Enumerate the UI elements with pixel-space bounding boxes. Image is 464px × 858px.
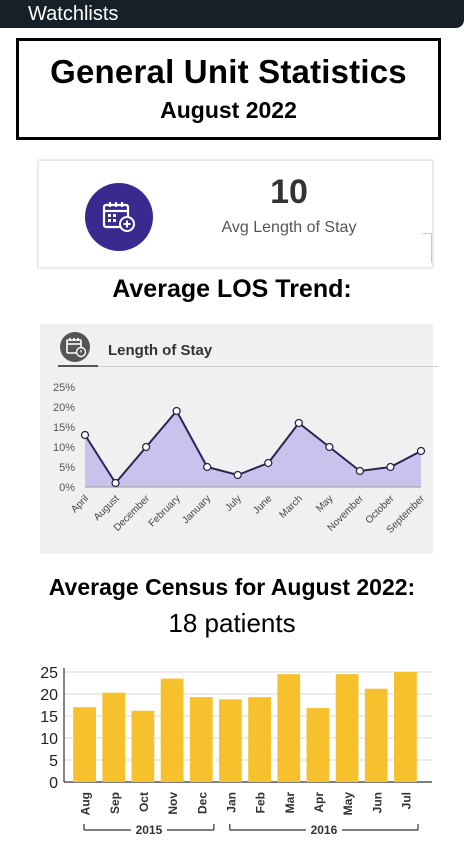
report-period: August 2022 [160, 97, 297, 123]
los-y-tick-label: 25% [53, 382, 75, 394]
los-data-point [325, 442, 334, 452]
census-bar [364, 688, 388, 782]
census-bar [102, 692, 126, 782]
los-chart-card: Length of Stay 0% 5% 10% 15% 20% 25% April Augu… [40, 324, 438, 554]
census-bar [335, 674, 359, 782]
los-y-tick-label: 10% [53, 442, 75, 454]
bar-y-tick-label: 10 [40, 731, 58, 748]
census-bar-chart: 0 5 10 15 20 25 Aug Sep Oct Nov Dec Jan Feb Mar Apr May… [40, 665, 432, 837]
calendar-clock-icon [60, 332, 90, 362]
census-bar [189, 697, 213, 782]
los-trend-chart: 0%5%10%15%20%25%April AugustDecemberFebru… [53, 382, 428, 536]
census-value: 18 patients [168, 608, 296, 638]
los-x-tick-label: August [92, 493, 122, 523]
los-data-point [203, 462, 212, 472]
los-title-divider [98, 366, 438, 367]
los-x-tick-label: April [69, 493, 91, 515]
census-bar [306, 708, 330, 782]
census-bar [277, 674, 301, 782]
los-data-point [172, 406, 181, 416]
los-data-point [416, 446, 426, 456]
bar-x-tick-label: May [341, 792, 355, 816]
bar-x-tick-label: Oct [137, 792, 151, 812]
los-x-tick-label: June [251, 493, 274, 516]
los-data-point [264, 458, 273, 468]
bar-y-tick-label: 25 [40, 665, 58, 682]
trend-heading: Average LOS Trend: [112, 275, 352, 303]
los-data-point [233, 470, 242, 480]
bar-y-tick-label: 5 [49, 753, 58, 770]
los-data-point [355, 466, 365, 476]
stat-label: Avg Length of Stay [221, 219, 357, 236]
census-bar [219, 699, 242, 782]
census-bar [73, 707, 96, 782]
report-title: General Unit Statistics [50, 53, 407, 90]
los-data-point [111, 478, 120, 488]
bar-x-tick-label: Dec [195, 792, 209, 814]
bar-x-tick-label: Mar [283, 792, 297, 814]
los-x-tick-label: February [147, 493, 183, 529]
calendar-plus-icon [85, 183, 153, 251]
bar-group-label: 2015 [136, 823, 163, 837]
los-x-tick-label: May [314, 493, 335, 514]
los-y-tick-label: 0% [59, 482, 75, 494]
report-title-box: General Unit Statistics August 2022 [16, 38, 441, 140]
los-area [85, 411, 421, 487]
bar-y-tick-label: 0 [49, 775, 58, 792]
los-data-point [80, 430, 90, 440]
bar-y-tick-label: 20 [40, 687, 58, 704]
census-heading: Average Census for August 2022: [48, 574, 416, 600]
los-title-underline [58, 365, 98, 367]
los-series-line [84, 409, 422, 485]
census-bar [131, 710, 155, 782]
los-x-tick-label: July [223, 493, 243, 513]
app-header: Watchlists [0, 0, 464, 28]
stat-value: 10 [270, 173, 308, 211]
los-x-tick-label: March [278, 493, 305, 520]
los-data-point [141, 442, 151, 452]
bar-x-tick-label: Sep [108, 792, 122, 814]
bar-group-label: 2016 [311, 823, 338, 837]
los-data-point [294, 418, 303, 428]
bar-x-tick-label: Jan [224, 792, 238, 813]
bar-x-tick-label: Nov [166, 792, 180, 815]
bar-x-tick-label: Apr [312, 792, 326, 813]
bar-y-tick-label: 15 [40, 709, 58, 726]
census-bar [160, 678, 184, 782]
census-bar [248, 697, 271, 782]
los-y-tick-label: 15% [53, 422, 75, 434]
bar-x-tick-label: Feb [254, 792, 268, 813]
card-corner-line [431, 233, 432, 263]
avg-length-of-stay-card: 10 Avg Length of Stay [38, 160, 433, 268]
bar-x-tick-label: Jun [370, 792, 384, 813]
los-chart-title: Length of Stay [108, 342, 213, 359]
los-y-tick-label: 5% [59, 462, 75, 474]
los-data-point [386, 462, 395, 472]
header-title[interactable]: Watchlists [28, 3, 119, 25]
los-y-tick-label: 20% [53, 402, 75, 414]
bar-x-tick-label: Aug [79, 792, 93, 815]
census-bar [394, 672, 417, 782]
card-corner-tick [423, 233, 432, 234]
bar-x-tick-label: Jul [399, 792, 413, 809]
los-x-tick-label: January [180, 493, 213, 526]
